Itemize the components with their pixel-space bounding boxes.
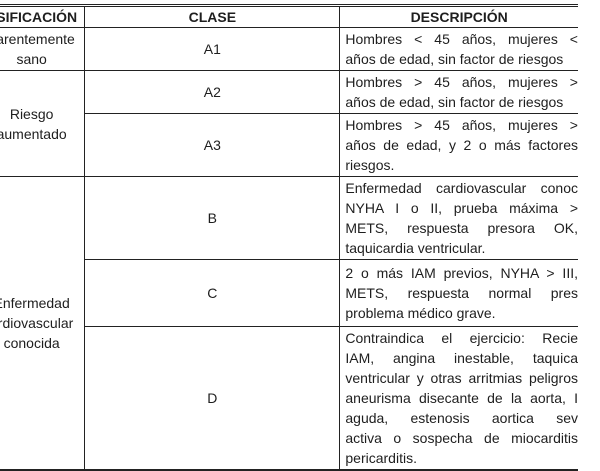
clase-cell: D	[84, 326, 341, 471]
description-cell: Hombres > 45 años, mujeres > años de edad…	[339, 113, 578, 177]
description-cell: Hombres < 45 años, mujeres < años de edad…	[339, 27, 578, 71]
table-row: parentementesano A1 Hombres < 45 años, m…	[0, 27, 578, 71]
header-descripcion: DESCRIPCIÓN	[339, 5, 578, 28]
clase-cell: A2	[84, 70, 341, 114]
table-row: Enfermedadardiovascularconocida B Enferm…	[0, 176, 578, 471]
description-line: 2 o más IAM previos, NYHA > III,	[345, 265, 578, 281]
description-line: IAM, angina inestable, taquica	[345, 350, 578, 366]
description-line: pericarditis.	[345, 450, 417, 466]
header-clasificacion: ASIFICACIÓN	[0, 5, 86, 28]
group-sano: parentementesano	[0, 27, 86, 71]
table-row: A3 Hombres > 45 años, mujeres > años de e…	[0, 113, 578, 177]
description-cell: Hombres > 45 años, mujeres > años de edad…	[339, 70, 578, 114]
description-line: Hombres < 45 años, mujeres <	[345, 31, 578, 47]
description-line: METS, respuesta presora OK,	[345, 220, 578, 236]
description-line: Hombres > 45 años, mujeres >	[345, 117, 578, 133]
description-line: riesgos.	[345, 157, 395, 173]
description-line: Enfermedad cardiovascular conoc	[345, 180, 578, 196]
description-cell: Enfermedad cardiovascular conoc NYHA I o …	[339, 176, 578, 260]
description-line: NYHA I o II, prueba máxima >	[345, 200, 578, 216]
group-enfermedad: Enfermedadardiovascularconocida	[0, 176, 86, 471]
table-row: C 2 o más IAM previos, NYHA > III, METS, …	[0, 259, 578, 327]
clase-cell: A3	[84, 113, 341, 177]
description-line: taquicardia ventricular.	[345, 240, 486, 256]
description-cell: Contraindica el ejercicio: Recie IAM, ang…	[339, 326, 578, 471]
table-row: D Contraindica el ejercicio: Recie IAM, a…	[0, 326, 578, 471]
description-line: Hombres > 45 años, mujeres >	[345, 74, 578, 90]
description-line: ventricular y otras arritmias peligros	[345, 370, 578, 386]
classification-table: ASIFICACIÓN CLASE DESCRIPCIÓN parentemen…	[0, 4, 578, 471]
clase-cell: A1	[84, 27, 341, 71]
header-row: ASIFICACIÓN CLASE DESCRIPCIÓN	[0, 5, 578, 28]
description-line: problema médico grave.	[345, 305, 496, 321]
description-line: activa o sospecha de miocarditis	[345, 430, 578, 446]
clase-cell: C	[84, 259, 341, 327]
description-line: aguda, estenosis aortica sev	[345, 410, 578, 426]
description-line: Contraindica el ejercicio: Recie	[345, 330, 578, 346]
description-cell: 2 o más IAM previos, NYHA > III, METS, re…	[339, 259, 578, 327]
description-line: años de edad, sin factor de riesgos	[345, 94, 564, 110]
group-riesgo: Riesgo aumentado	[0, 70, 86, 177]
header-clase: CLASE	[84, 5, 341, 28]
description-line: METS, respuesta normal pres	[345, 285, 578, 301]
table-row: Riesgo aumentado A2 Hombres > 45 años, mu…	[0, 70, 578, 177]
clase-cell: B	[84, 176, 341, 260]
description-line: años de edad, y 2 o más factores	[345, 137, 578, 153]
description-line: aneurisma disecante de la aorta, I	[345, 390, 578, 406]
description-line: años de edad, sin factor de riesgos	[345, 51, 564, 67]
